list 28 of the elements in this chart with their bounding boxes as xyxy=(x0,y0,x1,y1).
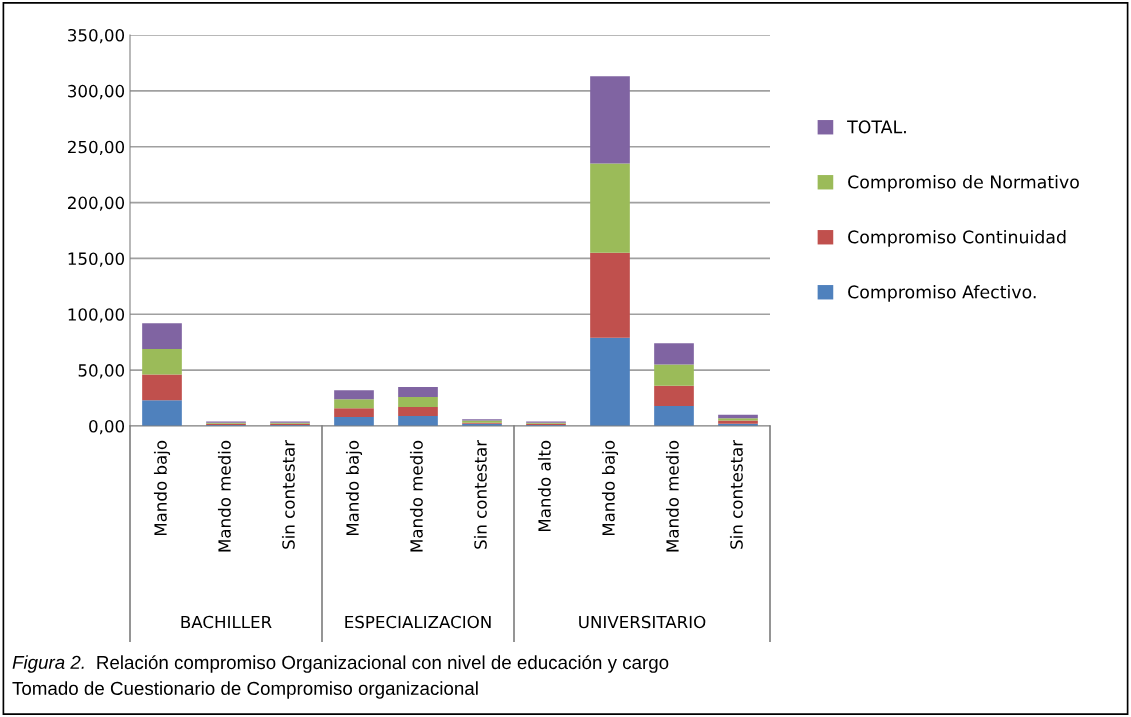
y-tick-label: 100,00 xyxy=(68,308,125,323)
y-tick-label: 0,00 xyxy=(89,419,125,435)
x-tick-label: Mando medio xyxy=(665,440,679,552)
x-tick-label: Sin contestar xyxy=(729,439,743,549)
text: Tomado de Cuestionario de Compromiso organizacional xyxy=(12,681,478,699)
x-tick-label: Mando medio xyxy=(217,440,231,552)
y-tick-label: 150,00 xyxy=(68,252,125,267)
x-tick-label: Sin contestar xyxy=(473,439,487,549)
text: BACHILLER xyxy=(181,615,272,629)
legend-label: Compromiso Afectivo. xyxy=(848,285,1036,302)
x-tick-label: Mando bajo xyxy=(153,440,171,536)
y-tick-label: 350,00 xyxy=(68,28,125,44)
text: Figura 2. xyxy=(12,655,84,673)
x-tick-label: Mando bajo xyxy=(601,440,619,536)
y-tick-label: 200,00 xyxy=(68,196,125,211)
x-tick-label: Sin contestar xyxy=(281,439,295,549)
y-tick-label: 250,00 xyxy=(68,140,125,155)
text: UNIVERSITARIO xyxy=(579,615,706,629)
text: Relación compromiso Organizacional con nivel de educación y cargo xyxy=(97,655,669,673)
legend-label: Compromiso Continuidad xyxy=(848,230,1066,247)
y-tick-label: 300,00 xyxy=(68,84,125,100)
y-tick-label: 50,00 xyxy=(78,364,125,379)
x-tick-label: Mando alto xyxy=(537,440,551,532)
x-tick-label: Mando medio xyxy=(409,440,423,552)
text: ESPECIALIZACION xyxy=(345,615,491,629)
x-tick-label: Mando bajo xyxy=(345,440,363,536)
legend-label: Compromiso de Normativo xyxy=(848,175,1079,192)
legend-label: TOTAL. xyxy=(847,120,906,134)
